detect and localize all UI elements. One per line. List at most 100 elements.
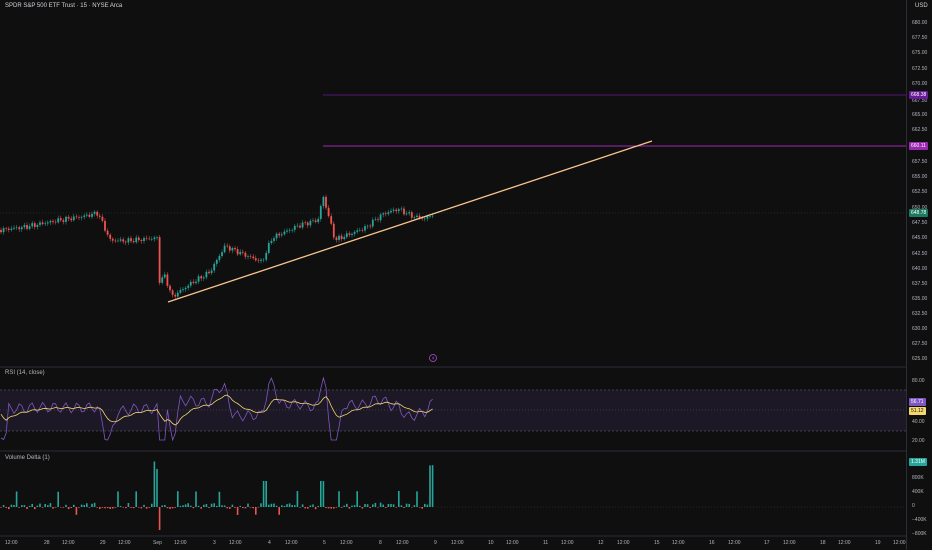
candle [192,281,195,284]
time-label: 9 [434,540,437,546]
volume-delta-bar [286,504,288,507]
candle [426,216,429,219]
candle [241,251,244,253]
candle [0,230,2,233]
candle [273,238,275,241]
candle [257,260,260,261]
candle [49,220,52,223]
price-tick: 642.50 [912,251,928,257]
candle [104,220,106,231]
volume-delta-bar [125,507,127,509]
volume-delta-bar [88,507,91,508]
volume-delta-bar [387,503,390,507]
volume-delta-bar [83,504,85,507]
price-tick: 635.00 [912,296,928,302]
volume-delta-bar [203,504,205,507]
volume-delta-bar [41,507,44,508]
candle [431,215,434,217]
candle [109,234,112,239]
candle [70,218,73,221]
volume-delta-bar [416,491,418,507]
rsi-ma-value-tag[interactable]: 51.12 [909,407,926,415]
rsi-label[interactable]: RSI (14, close) [5,370,45,376]
upper-level-tag[interactable]: 668.38 [909,91,929,99]
lightning-icon[interactable] [429,354,437,362]
candle [299,225,301,228]
candle [62,220,65,222]
volume-delta-bar [169,507,171,509]
volume-delta-bar [364,503,366,507]
last-price-tag[interactable]: 648.78 [909,209,929,217]
price-tick: 645.00 [912,235,928,241]
candle [166,274,169,286]
volume-tick: −800K [912,531,927,537]
volume-delta-label[interactable]: Volume Delta (1) [5,455,50,461]
chart-title[interactable]: SPDR S&P 500 ETF Trust · 15 · NYSE Arca [5,3,123,9]
candle [101,216,104,221]
candle [39,222,41,225]
volume-delta-value-tag[interactable]: 1.31M [909,458,927,466]
candle [327,207,330,217]
candle [137,237,140,240]
candle [91,213,93,217]
volume-delta-bar [197,505,200,507]
volume-delta-bar [93,502,96,507]
candle [405,213,408,215]
volume-delta-bar [275,505,278,507]
volume-delta-bar [67,507,70,510]
candle [260,259,262,261]
candle [132,241,135,243]
candle [340,235,343,240]
candle [158,237,161,283]
volume-delta-bar [340,507,343,508]
volume-delta-bar [294,505,296,507]
volume-delta-bar [44,503,46,507]
candle [106,230,109,235]
time-label: 12:00 [561,540,574,546]
candle [223,245,226,253]
candle [244,252,247,257]
candle [374,219,377,220]
candle [78,217,80,218]
price-tick: 630.00 [912,326,928,332]
candle [335,237,338,241]
candle [140,239,143,242]
volume-delta-bar [429,465,431,507]
candle [111,238,114,241]
volume-delta-bar [234,507,236,508]
volume-tick: −400K [912,517,927,523]
volume-delta-bar [353,505,356,507]
volume-delta-bar [174,507,176,508]
volume-delta-bar [377,507,379,508]
candle [358,230,361,231]
time-label: 29 [100,540,106,546]
time-label: 12:00 [451,540,464,546]
lower-level-tag[interactable]: 660.11 [909,142,928,150]
volume-delta-bar [309,505,312,507]
time-label: 12 [598,540,604,546]
candle [169,285,171,291]
volume-delta-bar [242,507,244,509]
candle [67,216,70,219]
candle [317,218,320,222]
volume-delta-bar [281,505,283,507]
candle [31,223,34,227]
volume-delta-bar [153,461,156,507]
trendline[interactable] [167,140,653,303]
volume-delta-bar [39,503,41,507]
volume-delta-bar [335,507,338,508]
candle [215,259,218,264]
candle [145,238,148,239]
candle [390,210,392,213]
volume-delta-bar [322,481,325,507]
candle [403,208,405,215]
currency-label[interactable]: USD [915,3,928,9]
candle [343,237,346,240]
rsi-value-tag[interactable]: 56.71 [909,398,926,406]
candle [54,221,57,223]
candle [392,209,395,211]
candle [304,222,307,224]
volume-delta-bar [171,507,174,509]
candle [291,229,294,231]
